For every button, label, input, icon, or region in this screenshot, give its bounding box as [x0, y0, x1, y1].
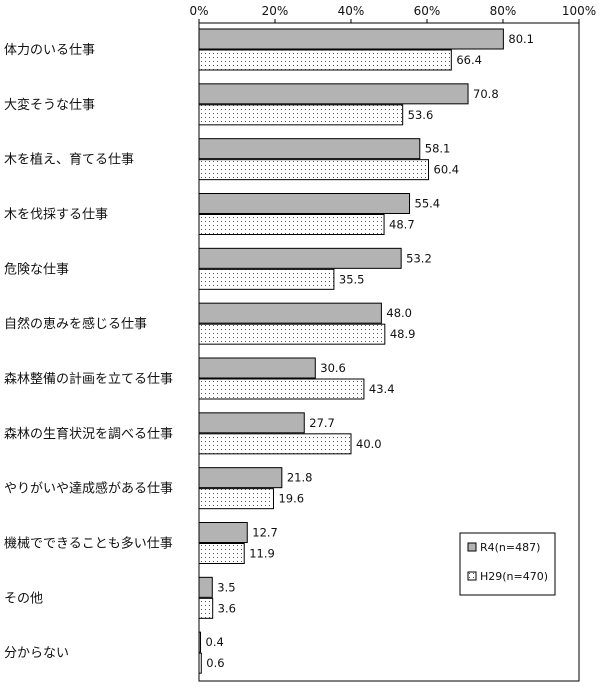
- data-label-r4: 48.0: [386, 306, 412, 320]
- data-label-r4: 58.1: [425, 142, 451, 156]
- legend-swatch-r4: [467, 542, 477, 552]
- bar-h29: [198, 104, 404, 126]
- data-label-r4: 27.7: [309, 416, 335, 430]
- data-label-r4: 12.7: [252, 526, 278, 540]
- data-label-h29: 40.0: [356, 437, 382, 451]
- category-label: 大変そうな仕事: [4, 97, 95, 113]
- data-label-r4: 70.8: [473, 87, 499, 101]
- bar-r4: [198, 467, 283, 489]
- data-label-r4: 21.8: [287, 471, 313, 485]
- x-tick-label: 20%: [262, 4, 289, 18]
- legend-label-h29: H29(n=470): [480, 570, 548, 583]
- category-label: その他: [4, 591, 43, 606]
- data-label-h29: 35.5: [339, 272, 365, 286]
- data-label-h29: 3.6: [218, 601, 236, 615]
- x-tick-label: 0%: [189, 4, 208, 18]
- data-label-r4: 0.4: [206, 635, 224, 649]
- bar-h29: [198, 488, 274, 510]
- category-label: 機械でできることも多い仕事: [4, 536, 173, 552]
- data-label-r4: 55.4: [415, 197, 441, 211]
- x-tick-label: 40%: [338, 4, 365, 18]
- category-label: 森林の生育状況を調べる仕事: [4, 426, 173, 442]
- x-tick-label: 100%: [562, 4, 596, 18]
- bar-h29: [198, 323, 386, 345]
- data-label-r4: 53.2: [406, 251, 432, 265]
- category-label: 自然の恵みを感じる仕事: [4, 316, 147, 332]
- category-labels: 体力のいる仕事大変そうな仕事木を植え、育てる仕事木を伐採する仕事危険な仕事自然の…: [4, 43, 173, 661]
- category-label: 木を伐採する仕事: [4, 208, 108, 223]
- plot-area-border: [198, 22, 580, 682]
- category-label: やりがいや達成感がある仕事: [4, 481, 173, 497]
- x-axis-ticks: 0% 20% 40% 60% 80% 100%: [189, 4, 596, 23]
- data-label-h29: 43.4: [369, 382, 395, 396]
- bar-r4: [198, 193, 411, 214]
- category-label: 木を植え、育てる仕事: [4, 152, 134, 168]
- legend: R4(n=487) H29(n=470): [459, 532, 556, 596]
- data-label-r4: 30.6: [320, 361, 346, 375]
- bar-r4: [198, 357, 316, 379]
- bar-h29: [198, 378, 365, 400]
- bar-h29: [198, 268, 335, 290]
- bar-r4: [198, 247, 402, 269]
- data-label-h29: 48.9: [390, 327, 416, 341]
- category-label: 体力のいる仕事: [4, 43, 95, 58]
- legend-label-r4: R4(n=487): [480, 541, 540, 554]
- data-label-h29: 53.6: [408, 108, 434, 122]
- data-label-h29: 66.4: [456, 53, 482, 67]
- bar-r4: [198, 302, 382, 324]
- bar-h29: [198, 433, 352, 455]
- bar-h29: [198, 159, 430, 181]
- x-tick-label: 60%: [414, 4, 441, 18]
- data-label-r4: 3.5: [217, 580, 235, 594]
- bar-h29: [198, 49, 452, 71]
- x-tick-label: 80%: [490, 4, 517, 18]
- bar-h29: [198, 597, 214, 619]
- data-label-h29: 60.4: [434, 163, 460, 177]
- data-label-h29: 48.7: [389, 218, 415, 232]
- bar-r4: [198, 522, 248, 543]
- data-label-h29: 11.9: [249, 547, 275, 561]
- data-label-h29: 0.6: [206, 656, 224, 670]
- category-label: 森林整備の計画を立てる仕事: [4, 371, 173, 387]
- category-label: 分からない: [4, 646, 69, 661]
- category-label: 危険な仕事: [4, 262, 69, 277]
- data-label-r4: 80.1: [508, 32, 534, 46]
- legend-swatch-h29: [467, 571, 477, 581]
- bar-r4: [198, 412, 305, 434]
- bar-r4: [198, 83, 469, 105]
- data-label-h29: 19.6: [278, 492, 304, 506]
- bar-r4: [198, 28, 504, 50]
- bar-r4: [198, 576, 213, 598]
- bar-h29: [198, 214, 385, 235]
- bar-r4: [198, 138, 421, 160]
- bar-h29: [198, 543, 245, 564]
